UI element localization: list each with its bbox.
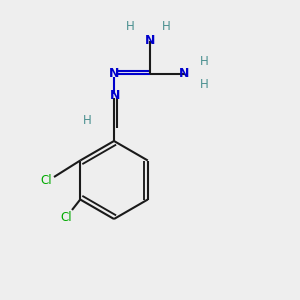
Text: Cl: Cl bbox=[41, 173, 52, 187]
Text: H: H bbox=[162, 20, 171, 34]
Text: N: N bbox=[145, 34, 155, 47]
Text: H: H bbox=[126, 20, 135, 34]
Text: H: H bbox=[200, 55, 208, 68]
Text: N: N bbox=[109, 67, 119, 80]
Text: H: H bbox=[200, 77, 208, 91]
Text: N: N bbox=[179, 67, 190, 80]
Text: Cl: Cl bbox=[60, 211, 72, 224]
Text: H: H bbox=[82, 113, 91, 127]
Text: N: N bbox=[110, 89, 121, 103]
